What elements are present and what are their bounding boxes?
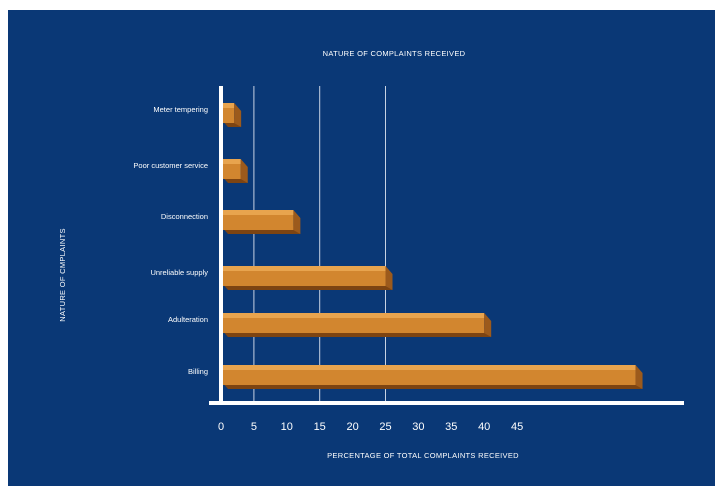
bar-top <box>221 159 241 164</box>
x-tick-label: 40 <box>478 421 490 433</box>
bar <box>221 103 242 127</box>
category-label: Disconnection <box>161 212 208 221</box>
bar-chart: NATURE OF COMPLAINTS RECEIVED NATURE OF … <box>58 49 684 460</box>
category-label: Poor customer service <box>133 161 208 170</box>
category-label: Meter tempering <box>153 105 208 114</box>
bar <box>221 266 393 290</box>
x-tick-label: 45 <box>511 421 523 433</box>
category-label: Unreliable supply <box>150 268 208 277</box>
chart-background <box>8 10 715 486</box>
x-axis-label: PERCENTAGE OF TOTAL COMPLAINTS RECEIVED <box>327 451 519 460</box>
bars <box>221 103 643 389</box>
bar-side <box>635 365 643 389</box>
bar <box>221 313 492 337</box>
bar-side <box>385 266 393 290</box>
bar-side <box>484 313 492 337</box>
gridlines <box>253 86 386 401</box>
bar-top <box>221 103 235 108</box>
y-axis-label: NATURE OF CMPLAINTS <box>58 228 67 321</box>
category-label: Adulteration <box>168 315 208 324</box>
x-tick-label: 5 <box>251 421 257 433</box>
bar <box>221 159 248 183</box>
x-tick-label: 10 <box>281 421 293 433</box>
x-tick-label: 30 <box>412 421 424 433</box>
x-tick-label: 25 <box>379 421 391 433</box>
bar-side <box>293 210 301 234</box>
bar <box>221 365 643 389</box>
x-tick-labels: 0 5 10 15 20 25 30 35 40 45 <box>218 421 523 433</box>
x-tick-label: 0 <box>218 421 224 433</box>
x-tick-label: 35 <box>445 421 457 433</box>
bar-top <box>221 365 636 370</box>
bar <box>221 210 301 234</box>
chart-title: NATURE OF COMPLAINTS RECEIVED <box>323 49 466 58</box>
bar-top <box>221 313 485 318</box>
bar-side <box>240 159 248 183</box>
category-label: Billing <box>188 367 208 376</box>
x-tick-label: 15 <box>314 421 326 433</box>
category-labels: Meter tempering Poor customer service Disc… <box>133 105 208 376</box>
x-tick-label: 20 <box>346 421 358 433</box>
bar-top <box>221 266 386 271</box>
bar-top <box>221 210 294 215</box>
bar-side <box>234 103 242 127</box>
